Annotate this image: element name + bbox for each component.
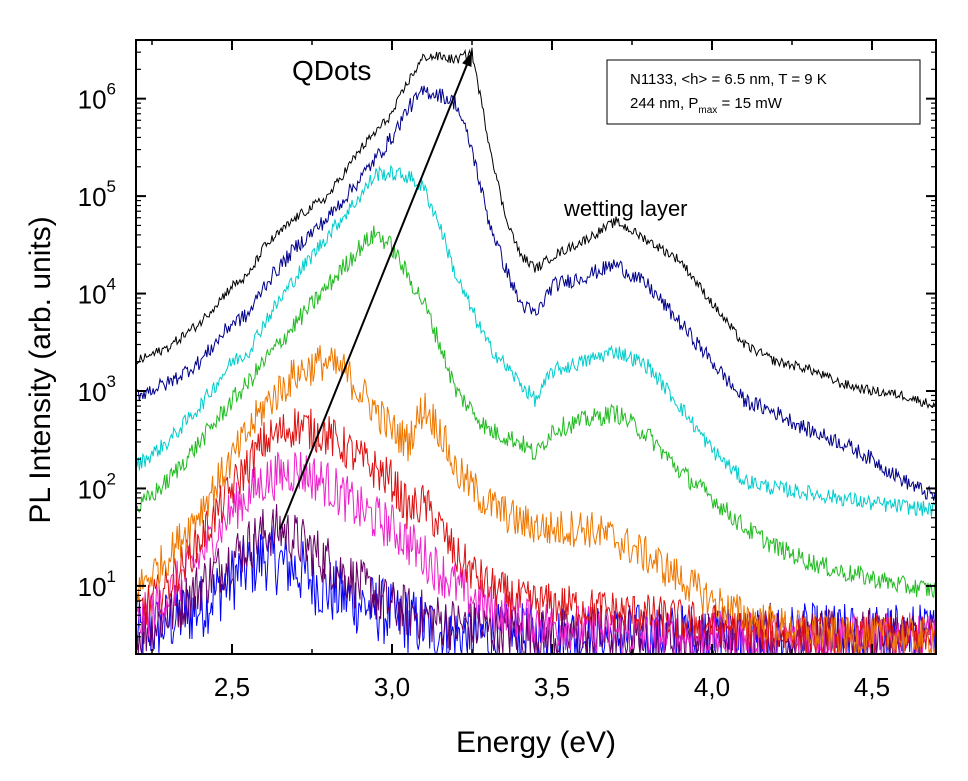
- series-line-5: [135, 345, 937, 655]
- info-box-frame: [606, 59, 921, 125]
- trend-arrow-shaft: [279, 51, 473, 530]
- y-axis-ticks: 101 102 103 104 105 106: [78, 39, 936, 655]
- trend-arrow-layer: [279, 51, 473, 530]
- x-tick-label: 3,5: [534, 672, 570, 702]
- info-box-line1: N1133, <h> = 6.5 nm, T = 9 K: [630, 71, 827, 88]
- y-tick-label: 101: [78, 567, 116, 602]
- y-tick-label: 106: [78, 80, 116, 115]
- y-axis-label: PL Intensity (arb. units): [24, 216, 57, 523]
- info-box-line2: 244 nm, Pmax = 15 mW: [630, 95, 783, 116]
- series-line-4: [135, 225, 937, 599]
- x-tick-label: 4,0: [694, 672, 730, 702]
- x-axis-ticks: 2,5 3,0 3,5 4,0 4,5: [151, 40, 890, 702]
- info-box: N1133, <h> = 6.5 nm, T = 9 K 244 nm, Pma…: [606, 59, 921, 125]
- series-layer: [135, 47, 937, 656]
- y-tick-label: 102: [78, 469, 116, 504]
- trend-arrow-head: [462, 52, 472, 68]
- info-box-line2-sub: max: [698, 105, 717, 116]
- qdots-annotation: QDots: [292, 55, 371, 86]
- series-line-6: [135, 408, 937, 655]
- x-tick-label: 3,0: [374, 672, 410, 702]
- y-tick-label: 104: [78, 275, 116, 310]
- x-tick-label: 4,5: [854, 672, 890, 702]
- series-line-3: [135, 164, 937, 517]
- series-line-8: [135, 504, 937, 656]
- y-tick-label: 105: [78, 177, 116, 212]
- info-box-line2-prefix: 244 nm, P: [630, 95, 698, 112]
- info-box-line2-suffix: = 15 mW: [717, 95, 782, 112]
- x-axis-label: Energy (eV): [456, 726, 616, 759]
- y-tick-label: 103: [78, 372, 116, 407]
- x-tick-label: 2,5: [214, 672, 250, 702]
- wetting-layer-annotation: wetting layer: [563, 196, 688, 221]
- series-line-2: [135, 85, 937, 501]
- plot-frame: [135, 39, 937, 655]
- series-line-1: [135, 47, 937, 410]
